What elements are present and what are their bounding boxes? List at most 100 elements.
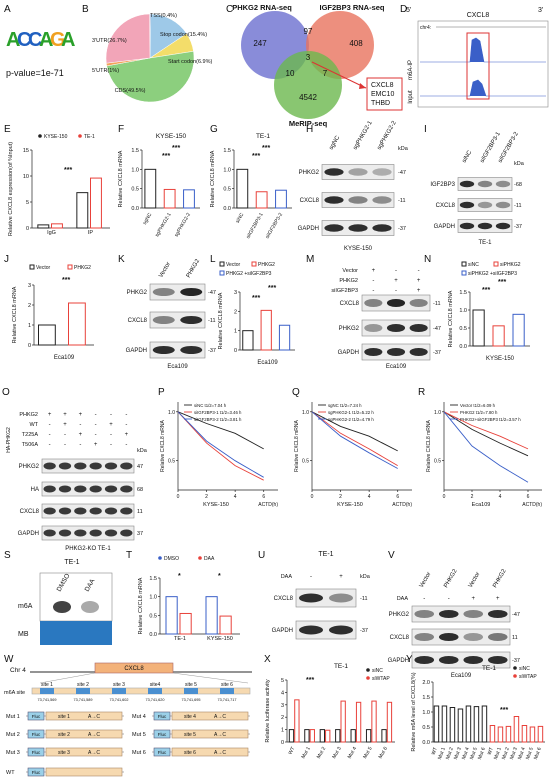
legend-label: sgPHKG2-2 t1/2=4.79 h — [328, 417, 374, 422]
cell-line: Eca109 — [167, 364, 188, 370]
y-axis-label: Relative CXCL8 mRNA — [448, 290, 454, 347]
significance: *** — [482, 287, 490, 294]
bar — [529, 726, 536, 743]
mutation: A→C — [214, 714, 226, 720]
row-label: PHKG2 — [339, 326, 360, 332]
bar — [489, 725, 496, 743]
track — [420, 37, 546, 63]
band — [487, 633, 508, 641]
row-label: PHKG2 — [389, 612, 410, 618]
y-tick-label: 0 — [234, 348, 237, 354]
kda-unit: kDa — [398, 146, 409, 152]
legend-marker — [366, 676, 370, 680]
panel-label: E — [4, 124, 11, 135]
y-axis-label: Relative CXCL8 mRNA — [218, 292, 224, 349]
bar — [219, 615, 232, 635]
construct-name: Mut 2 — [6, 732, 20, 738]
blot-strip — [411, 605, 511, 623]
m6a-site — [148, 688, 162, 694]
site-name: site 1 — [58, 714, 70, 720]
row-label: CXCL8 — [300, 198, 320, 204]
fluc-label: Fluc — [158, 750, 167, 755]
condition-sign: - — [95, 432, 97, 438]
gene-name: THBD — [371, 100, 390, 107]
y-axis-label: Relative CXCL8 mRNA — [294, 419, 300, 471]
legend-label: siNC — [468, 262, 479, 268]
y-axis-label: Relative m6A level of CXCL8(%) — [411, 672, 417, 751]
condition-sign: - — [125, 422, 127, 428]
condition-sign: - — [64, 432, 66, 438]
panel-label: W — [4, 654, 14, 665]
band — [329, 625, 353, 635]
fluc-box — [27, 747, 45, 757]
site-name: site 3 — [58, 750, 70, 756]
condition-sign: - — [79, 422, 81, 428]
condition-sign: + — [125, 432, 129, 438]
y-tick-label: 0 — [26, 226, 29, 232]
legend-label: sgNC t1/2=7.24 h — [328, 403, 362, 408]
panel-title: TE-1 — [334, 663, 348, 670]
band — [495, 222, 511, 230]
panel-label: K — [118, 254, 125, 265]
legend-label: siNC — [372, 668, 383, 674]
x-tick-label: TE-1 — [174, 636, 186, 642]
kda-marker: -37 — [208, 348, 216, 354]
row-label: GAPDH — [126, 348, 147, 354]
x-axis-label: ACTD(h) — [392, 502, 412, 508]
legend-label: PHKG2 — [74, 265, 91, 271]
track-label: m6A-IP — [408, 60, 414, 80]
x-tick-label: 4 — [234, 494, 237, 500]
series-line — [443, 411, 529, 457]
condition-label: T225A — [22, 432, 39, 438]
kda-marker: 68 — [137, 487, 143, 493]
condition-sign: + — [339, 574, 343, 580]
significance: *** — [172, 145, 180, 152]
bar — [236, 168, 249, 209]
panel-label: H — [306, 124, 313, 135]
y-tick-label: 0.5 — [459, 326, 467, 332]
bar — [350, 729, 356, 743]
panel-label: R — [418, 387, 425, 398]
condition-label: PHKG2 — [19, 412, 38, 418]
bar — [537, 725, 544, 743]
x-tick-label: sgNC — [142, 212, 154, 226]
band — [324, 224, 344, 232]
site-name: site 3 — [113, 682, 125, 688]
bar — [51, 223, 63, 229]
site-coordinate: 73,741,569 — [37, 698, 56, 702]
y-tick-label: 1.5 — [459, 290, 467, 296]
condition-sign: - — [448, 596, 450, 602]
condition-sign: + — [79, 432, 83, 438]
y-tick-label: 0.5 — [131, 187, 139, 193]
panel-title: TE-1 — [482, 665, 496, 672]
cell-line: KYSE-150 — [344, 246, 373, 252]
band — [89, 507, 102, 515]
slice-label: Stop codon(15.4%) — [160, 32, 207, 38]
motif-letter: A — [61, 29, 75, 51]
band — [58, 462, 72, 470]
fluc-box — [27, 729, 45, 739]
cell-line: KYSE-150 — [486, 356, 515, 362]
condition-sign: + — [394, 278, 398, 284]
y-tick-label: 1.0 — [434, 410, 441, 416]
zoom-line — [172, 672, 249, 684]
band — [120, 529, 133, 537]
y-axis-label: Relative CXCL8 mRNA — [118, 150, 124, 207]
bar — [386, 701, 393, 743]
x-axis-label: ACTD(h) — [522, 502, 542, 508]
condition-label: DAA — [397, 596, 409, 602]
panel-label: G — [210, 124, 218, 135]
legend-label: DMSO — [164, 556, 179, 562]
x-tick-label: 2 — [339, 494, 342, 500]
mutation: A→C — [214, 750, 226, 756]
cell-line: TE-1 — [478, 240, 492, 246]
row-label: CXCL8 — [20, 509, 40, 515]
band — [89, 529, 102, 537]
kda-marker: -11 — [208, 318, 216, 324]
band — [324, 196, 344, 204]
significance: * — [178, 573, 181, 580]
construct-name: Mut 5 — [132, 732, 146, 738]
y-tick-label: 0.0 — [131, 206, 139, 212]
band — [180, 288, 203, 296]
panel-label: P — [158, 387, 165, 398]
